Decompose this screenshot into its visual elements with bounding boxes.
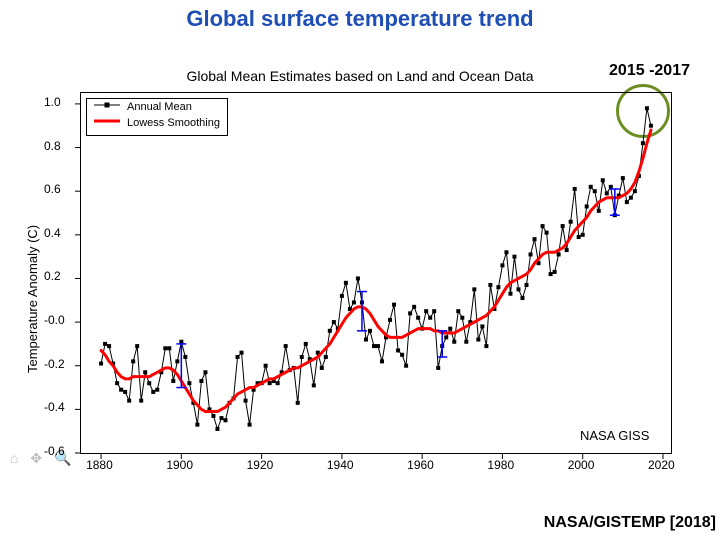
y-tick: 0.4 — [44, 226, 61, 240]
x-tick: 2020 — [648, 458, 675, 472]
legend-label: Annual Mean — [127, 101, 192, 113]
plot-svg — [81, 93, 671, 453]
y-tick: -0.0 — [44, 313, 65, 327]
legend-item: Annual Mean — [87, 99, 227, 115]
legend-swatch — [93, 114, 121, 132]
y-axis-label: Temperature Anomaly (C) — [25, 225, 40, 373]
plot-area — [80, 92, 672, 454]
y-tick: 0.8 — [44, 139, 61, 153]
x-tick: 1940 — [327, 458, 354, 472]
chart-title: Global Mean Estimates based on Land and … — [0, 68, 720, 84]
x-tick: 1980 — [487, 458, 514, 472]
legend-item: Lowess Smoothing — [87, 115, 227, 131]
x-tick: 1960 — [407, 458, 434, 472]
y-tick: -0.4 — [44, 400, 65, 414]
source-label: NASA/GISTEMP [2018] — [544, 514, 716, 532]
x-tick: 1920 — [247, 458, 274, 472]
legend-label: Lowess Smoothing — [127, 117, 220, 129]
y-tick: 0.6 — [44, 182, 61, 196]
slide-title: Global surface temperature trend — [0, 6, 720, 32]
y-tick: 1.0 — [44, 95, 61, 109]
y-tick: 0.2 — [44, 269, 61, 283]
chart-toolbar: ⌂ ✥ 🔍 — [10, 450, 75, 467]
x-tick: 1880 — [86, 458, 113, 472]
x-tick: 2000 — [568, 458, 595, 472]
giss-label: NASA GISS — [580, 428, 649, 443]
y-tick: -0.6 — [44, 444, 65, 458]
x-tick: 1900 — [166, 458, 193, 472]
legend: Annual Mean Lowess Smoothing — [86, 98, 228, 136]
y-tick: -0.2 — [44, 357, 65, 371]
